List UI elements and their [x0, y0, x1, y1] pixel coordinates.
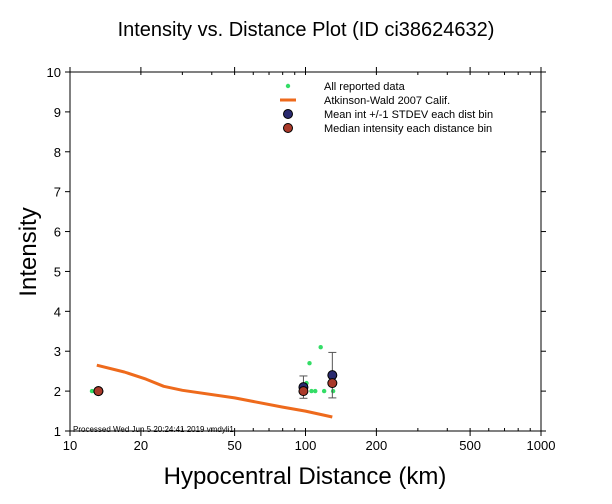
reported-data-point	[313, 388, 318, 394]
x-tick-label: 20	[134, 438, 148, 453]
median-intensity-point	[327, 378, 338, 389]
x-tick-label: 10	[63, 438, 77, 453]
x-axis-label: Hypocentral Distance (km)	[164, 463, 447, 490]
reported-data-point	[89, 388, 95, 394]
y-tick-label: 6	[54, 225, 61, 240]
y-tick-label: 7	[54, 185, 61, 200]
y-tick-label: 4	[54, 304, 61, 319]
reported-data-point	[321, 388, 327, 394]
y-axis-label: Intensity	[15, 207, 42, 296]
legend-label: Median intensity each distance bin	[324, 123, 492, 135]
legend-label: Atkinson-Wald 2007 Calif.	[324, 95, 450, 107]
legend-symbol-circle	[283, 123, 293, 133]
y-tick-label: 10	[47, 65, 61, 80]
y-tick-label: 5	[54, 264, 61, 279]
x-tick-label: 1000	[527, 438, 556, 453]
reported-data-point	[330, 388, 336, 394]
reported-data-point	[307, 360, 312, 366]
legend-symbol-circle	[283, 109, 293, 119]
y-tick-label: 2	[54, 384, 61, 399]
legend-label: Mean int +/-1 STDEV each dist bin	[324, 109, 493, 121]
plot-area: 10 20 50 100 200 500 1000 1 2 3 4 5 6 7 8 9 10	[47, 65, 556, 453]
median-intensity-point	[298, 386, 309, 397]
reported-data-point	[309, 388, 314, 394]
atkinson-wald-line	[96, 363, 333, 419]
y-tick-label: 9	[54, 105, 61, 120]
x-tick-label: 50	[227, 438, 241, 453]
y-tick-label: 1	[54, 424, 61, 439]
chart-title: Intensity vs. Distance Plot (ID ci386246…	[118, 19, 495, 41]
reported-data-point	[318, 345, 323, 350]
footer-text: Processed Wed Jun 5 20:24:41 2019 vmdyli…	[73, 425, 234, 434]
legend: All reported data Atkinson-Wald 2007 Cali…	[280, 81, 493, 135]
x-tick-label: 200	[366, 438, 388, 453]
y-tick-label: 8	[54, 145, 61, 160]
x-tick-label: 100	[295, 438, 317, 453]
y-tick-label: 3	[54, 344, 61, 359]
x-tick-label: 500	[459, 438, 481, 453]
legend-label: All reported data	[324, 81, 406, 93]
median-intensity-point	[93, 386, 104, 397]
legend-symbol-dot	[285, 83, 291, 89]
